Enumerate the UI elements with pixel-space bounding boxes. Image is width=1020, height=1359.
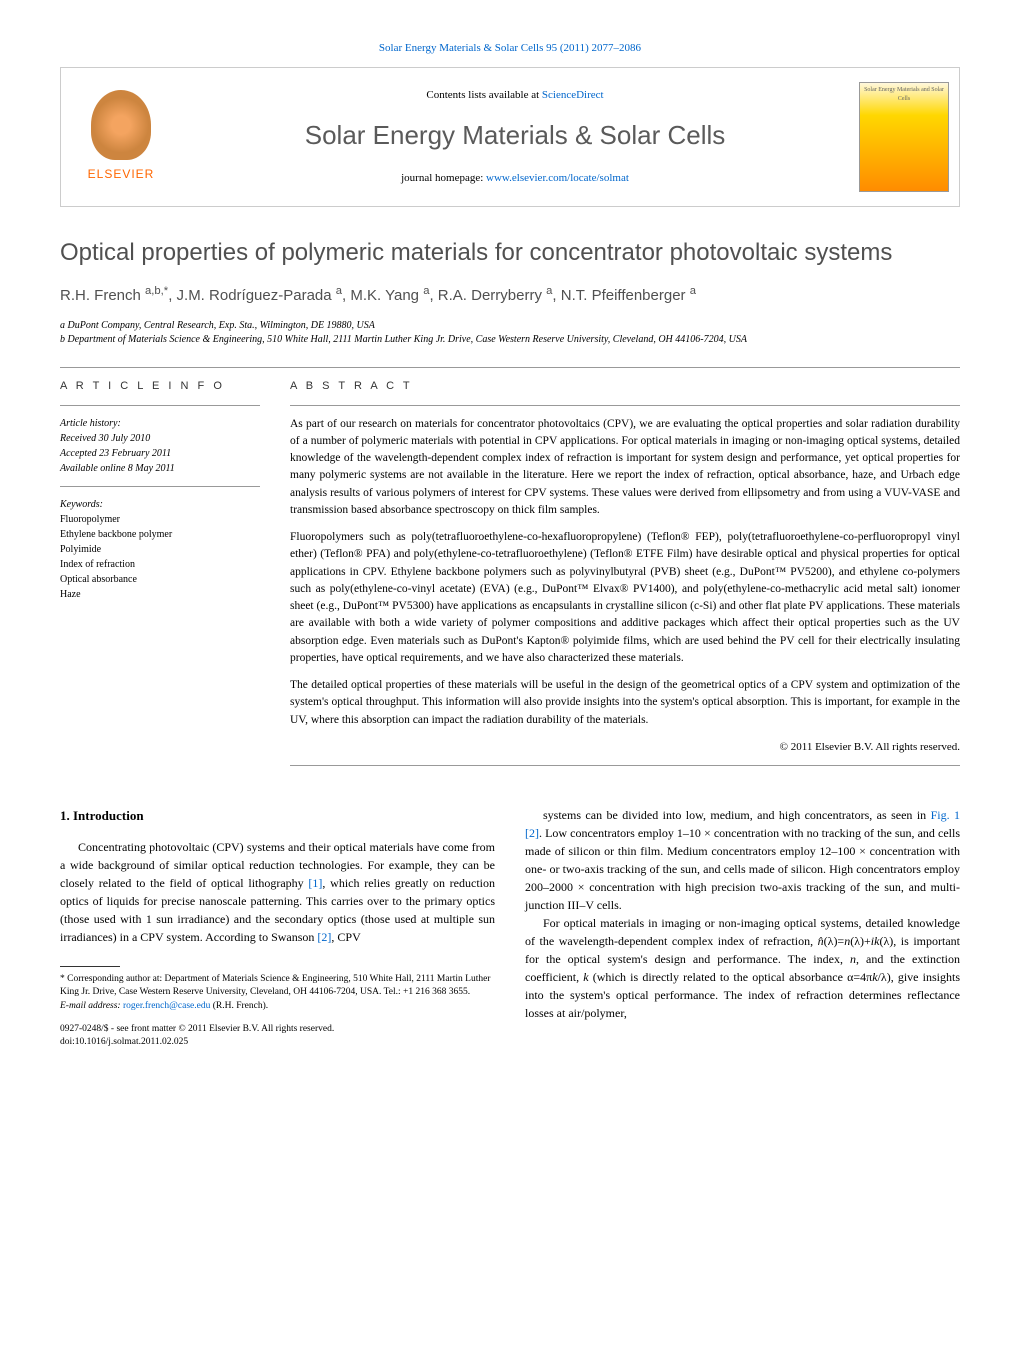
keywords-label: Keywords: xyxy=(60,497,260,512)
abstract-heading: A B S T R A C T xyxy=(290,378,960,395)
body-paragraph: Concentrating photovoltaic (CPV) systems… xyxy=(60,838,495,946)
keywords-list: Fluoropolymer Ethylene backbone polymer … xyxy=(60,512,260,602)
email-footnote: E-mail address: roger.french@case.edu (R… xyxy=(60,1000,495,1013)
contents-available: Contents lists available at ScienceDirec… xyxy=(181,87,849,104)
keyword: Ethylene backbone polymer xyxy=(60,527,260,542)
journal-header: ELSEVIER Contents lists available at Sci… xyxy=(60,67,960,207)
affiliations: a DuPont Company, Central Research, Exp.… xyxy=(60,319,960,347)
email-link[interactable]: roger.french@case.edu xyxy=(123,1001,210,1011)
homepage-url[interactable]: www.elsevier.com/locate/solmat xyxy=(486,172,629,184)
journal-cover-thumb: Solar Energy Materials and Solar Cells xyxy=(859,82,949,192)
ref-link[interactable]: [2] xyxy=(525,826,539,840)
journal-homepage: journal homepage: www.elsevier.com/locat… xyxy=(181,170,849,187)
received-date: Received 30 July 2010 xyxy=(60,431,260,446)
footer-info: 0927-0248/$ - see front matter © 2011 El… xyxy=(60,1023,495,1050)
authors-line: R.H. French a,b,*, J.M. Rodríguez-Parada… xyxy=(60,283,960,308)
keyword: Polyimide xyxy=(60,542,260,557)
affiliation-a: a DuPont Company, Central Research, Exp.… xyxy=(60,319,960,333)
abstract-p3: The detailed optical properties of these… xyxy=(290,677,960,729)
meta-section: A R T I C L E I N F O Article history: R… xyxy=(60,378,960,776)
elsevier-text: ELSEVIER xyxy=(71,165,171,183)
divider xyxy=(290,765,960,766)
divider xyxy=(290,405,960,406)
intro-heading: 1. Introduction xyxy=(60,806,495,826)
keyword: Optical absorbance xyxy=(60,572,260,587)
abstract-p2: Fluoropolymers such as poly(tetrafluoroe… xyxy=(290,529,960,667)
ref-link[interactable]: [2] xyxy=(317,930,331,944)
article-title: Optical properties of polymeric material… xyxy=(60,237,960,268)
header-center: Contents lists available at ScienceDirec… xyxy=(181,87,849,186)
abstract-p1: As part of our research on materials for… xyxy=(290,416,960,520)
divider xyxy=(60,367,960,368)
doi-line: doi:10.1016/j.solmat.2011.02.025 xyxy=(60,1036,495,1049)
issn-line: 0927-0248/$ - see front matter © 2011 El… xyxy=(60,1023,495,1036)
body-paragraph: For optical materials in imaging or non-… xyxy=(525,914,960,1022)
journal-citation: Solar Energy Materials & Solar Cells 95 … xyxy=(60,40,960,57)
affiliation-b: b Department of Materials Science & Engi… xyxy=(60,333,960,347)
divider xyxy=(60,405,260,406)
elsevier-logo: ELSEVIER xyxy=(61,80,181,193)
ref-link[interactable]: [1] xyxy=(308,876,322,890)
copyright: © 2011 Elsevier B.V. All rights reserved… xyxy=(290,739,960,756)
body-columns: 1. Introduction Concentrating photovolta… xyxy=(60,806,960,1049)
column-right: systems can be divided into low, medium,… xyxy=(525,806,960,1049)
available-date: Available online 8 May 2011 xyxy=(60,461,260,476)
keyword: Fluoropolymer xyxy=(60,512,260,527)
homepage-label: journal homepage: xyxy=(401,172,483,184)
divider xyxy=(60,486,260,487)
accepted-date: Accepted 23 February 2011 xyxy=(60,446,260,461)
corresponding-footnote: * Corresponding author at: Department of… xyxy=(60,973,495,1000)
history-label: Article history: xyxy=(60,416,260,431)
keyword: Haze xyxy=(60,587,260,602)
article-info: A R T I C L E I N F O Article history: R… xyxy=(60,378,260,776)
journal-title: Solar Energy Materials & Solar Cells xyxy=(181,116,849,155)
body-paragraph: systems can be divided into low, medium,… xyxy=(525,806,960,914)
article-info-heading: A R T I C L E I N F O xyxy=(60,378,260,395)
abstract: A B S T R A C T As part of our research … xyxy=(290,378,960,776)
sciencedirect-link[interactable]: ScienceDirect xyxy=(542,89,604,101)
journal-thumb-text: Solar Energy Materials and Solar Cells xyxy=(860,83,948,107)
article-history: Article history: Received 30 July 2010 A… xyxy=(60,416,260,476)
footnote-divider xyxy=(60,966,120,967)
elsevier-tree-icon xyxy=(91,90,151,160)
keyword: Index of refraction xyxy=(60,557,260,572)
fig-link[interactable]: Fig. 1 xyxy=(931,808,960,822)
contents-label: Contents lists available at xyxy=(426,89,539,101)
column-left: 1. Introduction Concentrating photovolta… xyxy=(60,806,495,1049)
